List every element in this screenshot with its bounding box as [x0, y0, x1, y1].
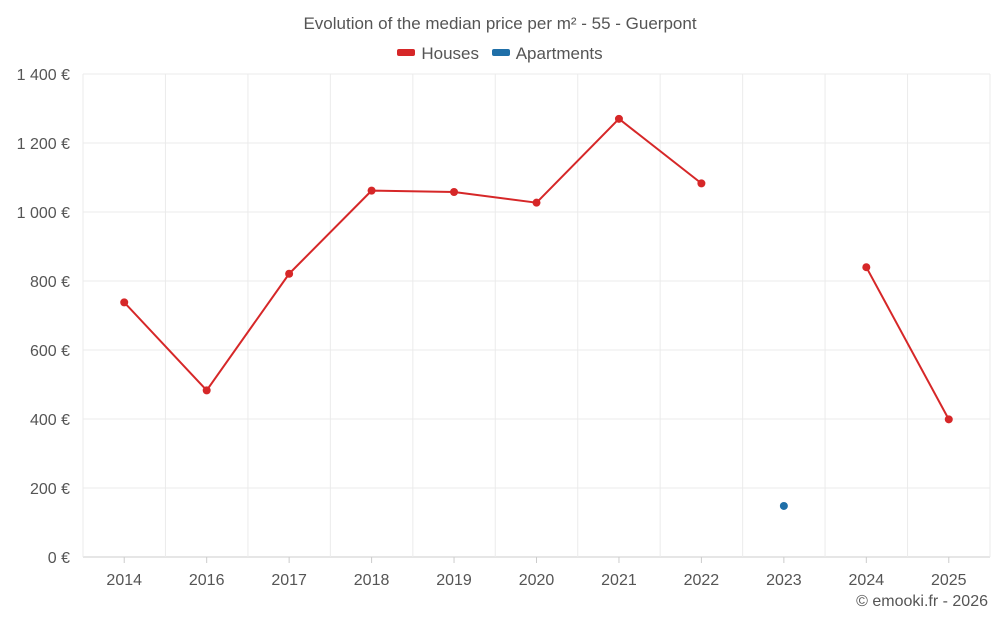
x-tick-label: 2014	[106, 572, 142, 589]
x-tick-label: 2020	[519, 572, 555, 589]
data-point-houses	[697, 179, 706, 188]
x-tick-label: 2017	[271, 572, 307, 589]
legend-label-houses: Houses	[421, 44, 479, 63]
series-line-houses	[123, 117, 703, 392]
data-point-houses	[944, 415, 953, 424]
x-tick-label: 2018	[354, 572, 390, 589]
data-point-houses	[614, 114, 623, 123]
data-point-apartments	[779, 501, 788, 510]
data-point-houses	[120, 298, 129, 307]
x-tick-label: 2016	[189, 572, 225, 589]
data-point-houses	[532, 198, 541, 207]
legend-swatch-houses	[397, 49, 416, 57]
y-tick-label: 800 €	[30, 274, 70, 291]
data-point-houses	[285, 269, 294, 278]
legend-label-apartments: Apartments	[515, 44, 603, 63]
x-tick-label: 2022	[684, 572, 720, 589]
credit-text: © emooki.fr - 2026	[856, 593, 988, 610]
y-tick-label: 1 400 €	[17, 67, 70, 84]
data-point-houses	[862, 263, 871, 272]
x-tick-label: 2024	[849, 572, 885, 589]
legend-item-apartments[interactable]: Apartments	[491, 44, 603, 64]
y-tick-label: 1 000 €	[17, 205, 70, 222]
x-tick-label: 2025	[931, 572, 967, 589]
y-tick-label: 400 €	[30, 412, 70, 429]
y-tick-label: 600 €	[30, 343, 70, 360]
chart-title: Evolution of the median price per m² - 5…	[303, 14, 697, 33]
chart-legend: Houses Apartments	[0, 44, 1000, 64]
x-tick-label: 2023	[766, 572, 802, 589]
x-tick-label: 2021	[601, 572, 637, 589]
data-point-houses	[367, 186, 376, 195]
legend-swatch-apartments	[491, 49, 510, 57]
y-tick-label: 0 €	[48, 550, 70, 567]
y-tick-label: 1 200 €	[17, 136, 70, 153]
data-point-houses	[202, 386, 211, 395]
legend-item-houses[interactable]: Houses	[397, 44, 479, 64]
y-tick-label: 200 €	[30, 481, 70, 498]
series-line-houses	[865, 266, 950, 420]
data-point-houses	[450, 187, 459, 196]
x-tick-label: 2019	[436, 572, 472, 589]
